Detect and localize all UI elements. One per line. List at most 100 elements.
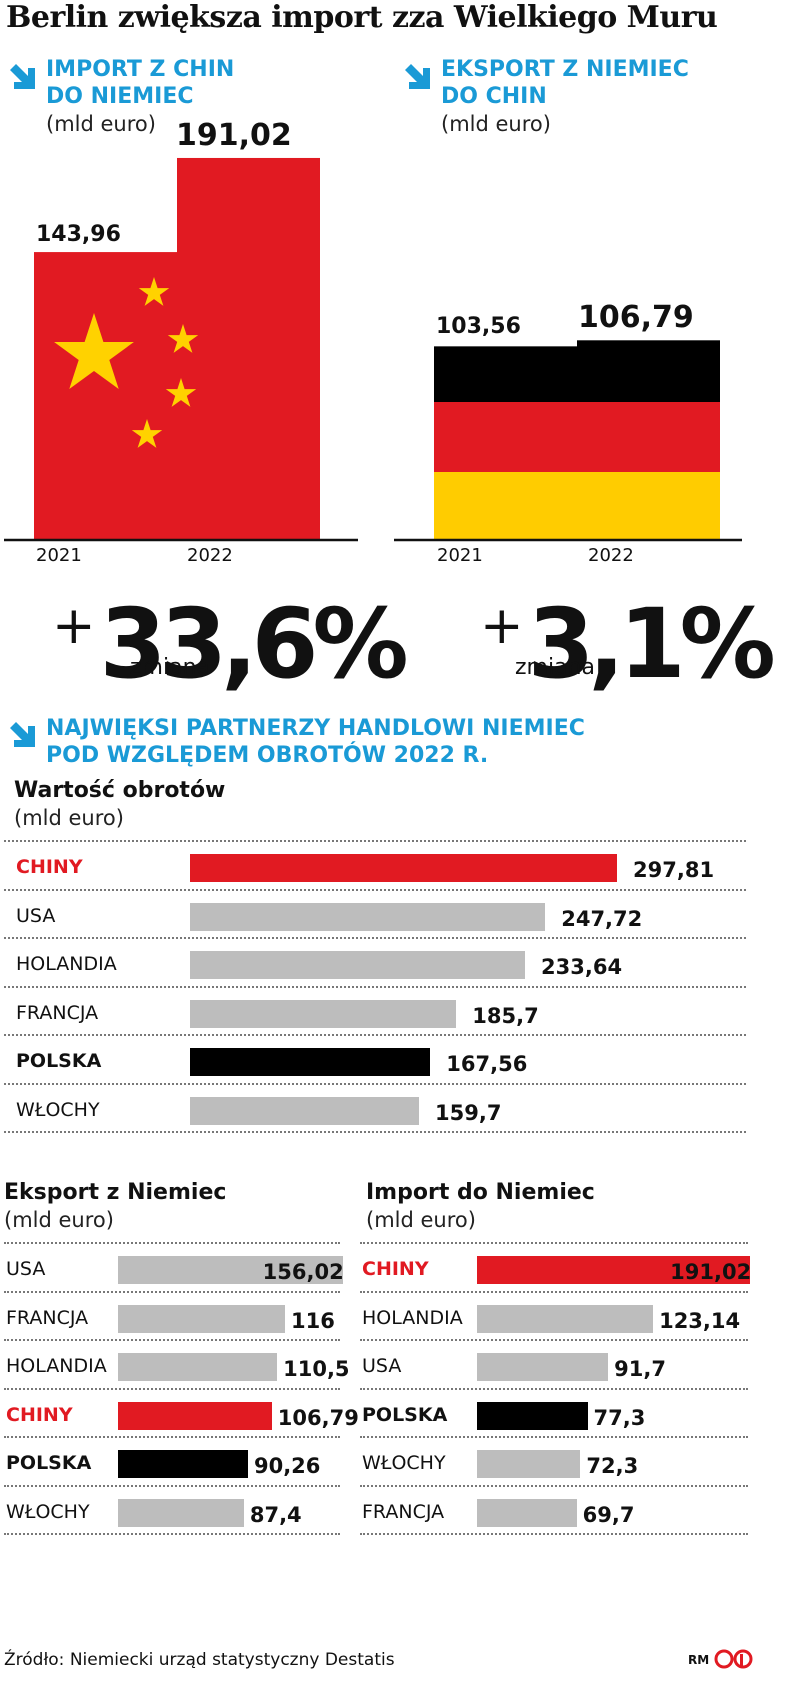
- row-label: HOLANDIA: [362, 1306, 463, 1329]
- row-divider: [4, 985, 746, 988]
- row-divider: [360, 1533, 748, 1535]
- row-label: HOLANDIA: [6, 1355, 107, 1377]
- bar-holandia: [190, 951, 526, 979]
- flag-star-small-icon: [138, 277, 170, 306]
- import-year-2022: 2022: [187, 545, 233, 566]
- flag-star-small-icon: [167, 324, 199, 353]
- value-label: 106,79: [277, 1405, 359, 1430]
- import-value-label-2022: 191,02: [176, 117, 292, 153]
- import-value-label-2021: 143,96: [36, 222, 121, 248]
- flag-star-large-icon: [54, 313, 134, 389]
- exports-subtitle: Eksport z Niemiec: [4, 1180, 227, 1205]
- row-label: CHINY: [362, 1258, 429, 1280]
- row-divider: [360, 1484, 748, 1487]
- row-label: WŁOCHY: [362, 1452, 446, 1474]
- import-title-line1: IMPORT Z CHIN: [46, 57, 235, 82]
- flag-stripe-gold: [434, 472, 720, 540]
- row-divider: [4, 1082, 746, 1085]
- row-divider: [4, 1533, 340, 1535]
- import-year-2021: 2021: [36, 545, 82, 566]
- row-label: WŁOCHY: [6, 1500, 90, 1523]
- import-chart: [4, 157, 358, 542]
- export-value-label-2022: 106,79: [578, 300, 694, 336]
- page-title: Berlin zwiększa import zza Wielkiego Mur…: [6, 0, 718, 35]
- row-label: POLSKA: [16, 1050, 102, 1072]
- row-divider: [4, 1034, 746, 1036]
- bar-holandia: [118, 1353, 278, 1381]
- row-label: FRANCJA: [6, 1306, 89, 1329]
- arrow-down-right-icon: [10, 722, 35, 747]
- row-label: FRANCJA: [362, 1500, 445, 1523]
- import-change-label: zmiana: [130, 655, 210, 680]
- value-label: 159,7: [435, 1100, 502, 1125]
- bar-włochy: [118, 1498, 244, 1527]
- row-divider: [360, 1339, 748, 1341]
- value-label: 72,3: [586, 1454, 639, 1478]
- partners-title-line2: POD WZGLĘDEM OBROTÓW 2022 R.: [46, 743, 489, 768]
- value-label: 156,02: [262, 1260, 344, 1284]
- row-divider: [4, 1290, 340, 1293]
- import-bar-2021: [34, 252, 177, 540]
- value-label: 69,7: [582, 1502, 635, 1527]
- row-divider: [4, 1339, 340, 1341]
- import-title-line2: DO NIEMIEC: [46, 84, 194, 109]
- export-chart: [394, 340, 742, 542]
- row-label: FRANCJA: [16, 1001, 99, 1024]
- arrow-down-right-icon: [405, 64, 430, 89]
- row-divider: [4, 1436, 340, 1438]
- bar-francja: [190, 999, 457, 1028]
- export-change-label: zmiana: [515, 655, 595, 680]
- row-divider: [4, 1131, 746, 1133]
- export-change-percent: +3,1%: [480, 588, 776, 700]
- row-divider: [4, 1484, 340, 1487]
- partners-subtitle: Wartość obrotów: [14, 778, 226, 803]
- export-value-label-2021: 103,56: [436, 314, 521, 340]
- bar-polska: [190, 1048, 431, 1076]
- row-label: HOLANDIA: [16, 953, 117, 975]
- bar-usa: [190, 902, 546, 931]
- flag-star-small-icon: [165, 378, 197, 407]
- row-divider: [360, 1436, 748, 1438]
- imports-subtitle: Import do Niemiec: [366, 1180, 595, 1205]
- export-title-line2: DO CHIN: [441, 84, 547, 109]
- row-divider: [4, 840, 746, 842]
- export-year-2022: 2022: [588, 545, 634, 566]
- row-label: CHINY: [6, 1403, 73, 1426]
- row-divider: [360, 1242, 748, 1244]
- row-label: USA: [6, 1258, 46, 1280]
- value-label: 247,72: [561, 906, 643, 931]
- author-credit: RM: [688, 1653, 710, 1667]
- value-label: 185,7: [472, 1003, 539, 1028]
- bar-chiny: [477, 1256, 751, 1284]
- bar-usa: [118, 1256, 343, 1284]
- value-label: 110,5: [283, 1357, 350, 1381]
- bar-polska: [118, 1450, 248, 1478]
- value-label: 116: [291, 1308, 335, 1333]
- export-bar-2022: [577, 340, 720, 402]
- partners-unit: (mld euro): [14, 806, 124, 830]
- row-label: USA: [16, 904, 56, 927]
- row-label: POLSKA: [6, 1452, 92, 1474]
- bar-francja: [118, 1304, 286, 1333]
- bar-włochy: [477, 1450, 581, 1478]
- value-label: 123,14: [659, 1308, 741, 1333]
- bar-chiny: [190, 854, 618, 882]
- value-label: 297,81: [633, 858, 715, 882]
- bar-francja: [477, 1498, 577, 1527]
- value-label: 91,7: [614, 1357, 666, 1381]
- row-label: WŁOCHY: [16, 1098, 100, 1121]
- partners-title-line1: NAJWIĘKSI PARTNERZY HANDLOWI NIEMIEC: [46, 716, 585, 741]
- source-note: Źródło: Niemiecki urząd statystyczny Des…: [4, 1650, 395, 1670]
- row-divider: [4, 937, 746, 939]
- imports-unit: (mld euro): [366, 1208, 476, 1232]
- row-divider: [4, 888, 746, 891]
- import-unit: (mld euro): [46, 112, 156, 136]
- bar-włochy: [190, 1096, 419, 1125]
- import-change-percent: +33,6%: [52, 588, 409, 700]
- arrow-down-right-icon: [10, 64, 35, 89]
- flag-star-small-icon: [131, 419, 163, 448]
- publisher-logo-icon: [714, 1649, 753, 1669]
- bar-holandia: [477, 1304, 654, 1333]
- row-label: CHINY: [16, 856, 83, 878]
- row-label: USA: [362, 1355, 402, 1377]
